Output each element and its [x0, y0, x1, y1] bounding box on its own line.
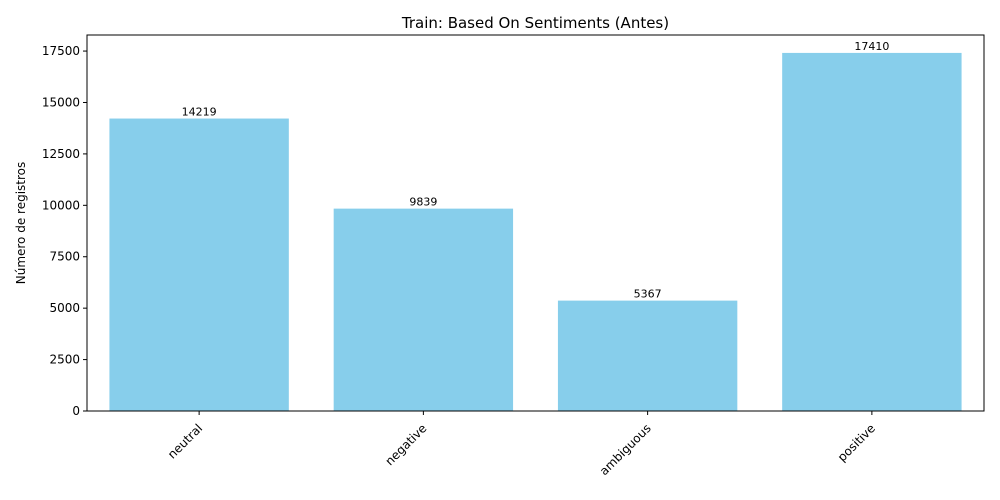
bar-neutral [109, 118, 289, 411]
y-tick-label: 0 [72, 404, 80, 418]
plot-frame [86, 34, 985, 412]
x-tick-label-negative: negative [382, 421, 429, 468]
y-axis-ticks: 0 2500 5000 7500 10000 12500 15000 17500 [42, 44, 87, 418]
chart-title: Train: Based On Sentiments (Antes) [401, 14, 669, 32]
bar-ambiguous [557, 300, 738, 411]
y-tick-label: 2500 [49, 353, 80, 367]
value-label-positive: 17410 [854, 40, 889, 53]
x-tick-label-positive: positive [835, 421, 878, 464]
value-labels-group: 14219 9839 5367 17410 [182, 40, 890, 301]
x-tick-label-ambiguous: ambiguous [597, 421, 654, 478]
x-axis-ticks: neutral negative ambiguous positive [165, 411, 878, 478]
value-label-negative: 9839 [409, 196, 437, 209]
y-tick-label: 15000 [42, 95, 80, 109]
bars-group [109, 52, 962, 412]
y-tick-label: 10000 [42, 198, 80, 212]
value-label-ambiguous: 5367 [634, 288, 662, 301]
y-tick-label: 12500 [42, 147, 80, 161]
y-tick-label: 5000 [49, 301, 80, 315]
axes-spines [86, 34, 985, 412]
bar-positive [782, 52, 962, 412]
y-tick-label: 7500 [49, 250, 80, 264]
bar-negative [333, 208, 514, 411]
y-axis-label: Número de registros [14, 162, 28, 285]
value-label-neutral: 14219 [182, 106, 217, 119]
y-tick-label: 17500 [42, 44, 80, 58]
x-tick-label-neutral: neutral [165, 421, 205, 461]
